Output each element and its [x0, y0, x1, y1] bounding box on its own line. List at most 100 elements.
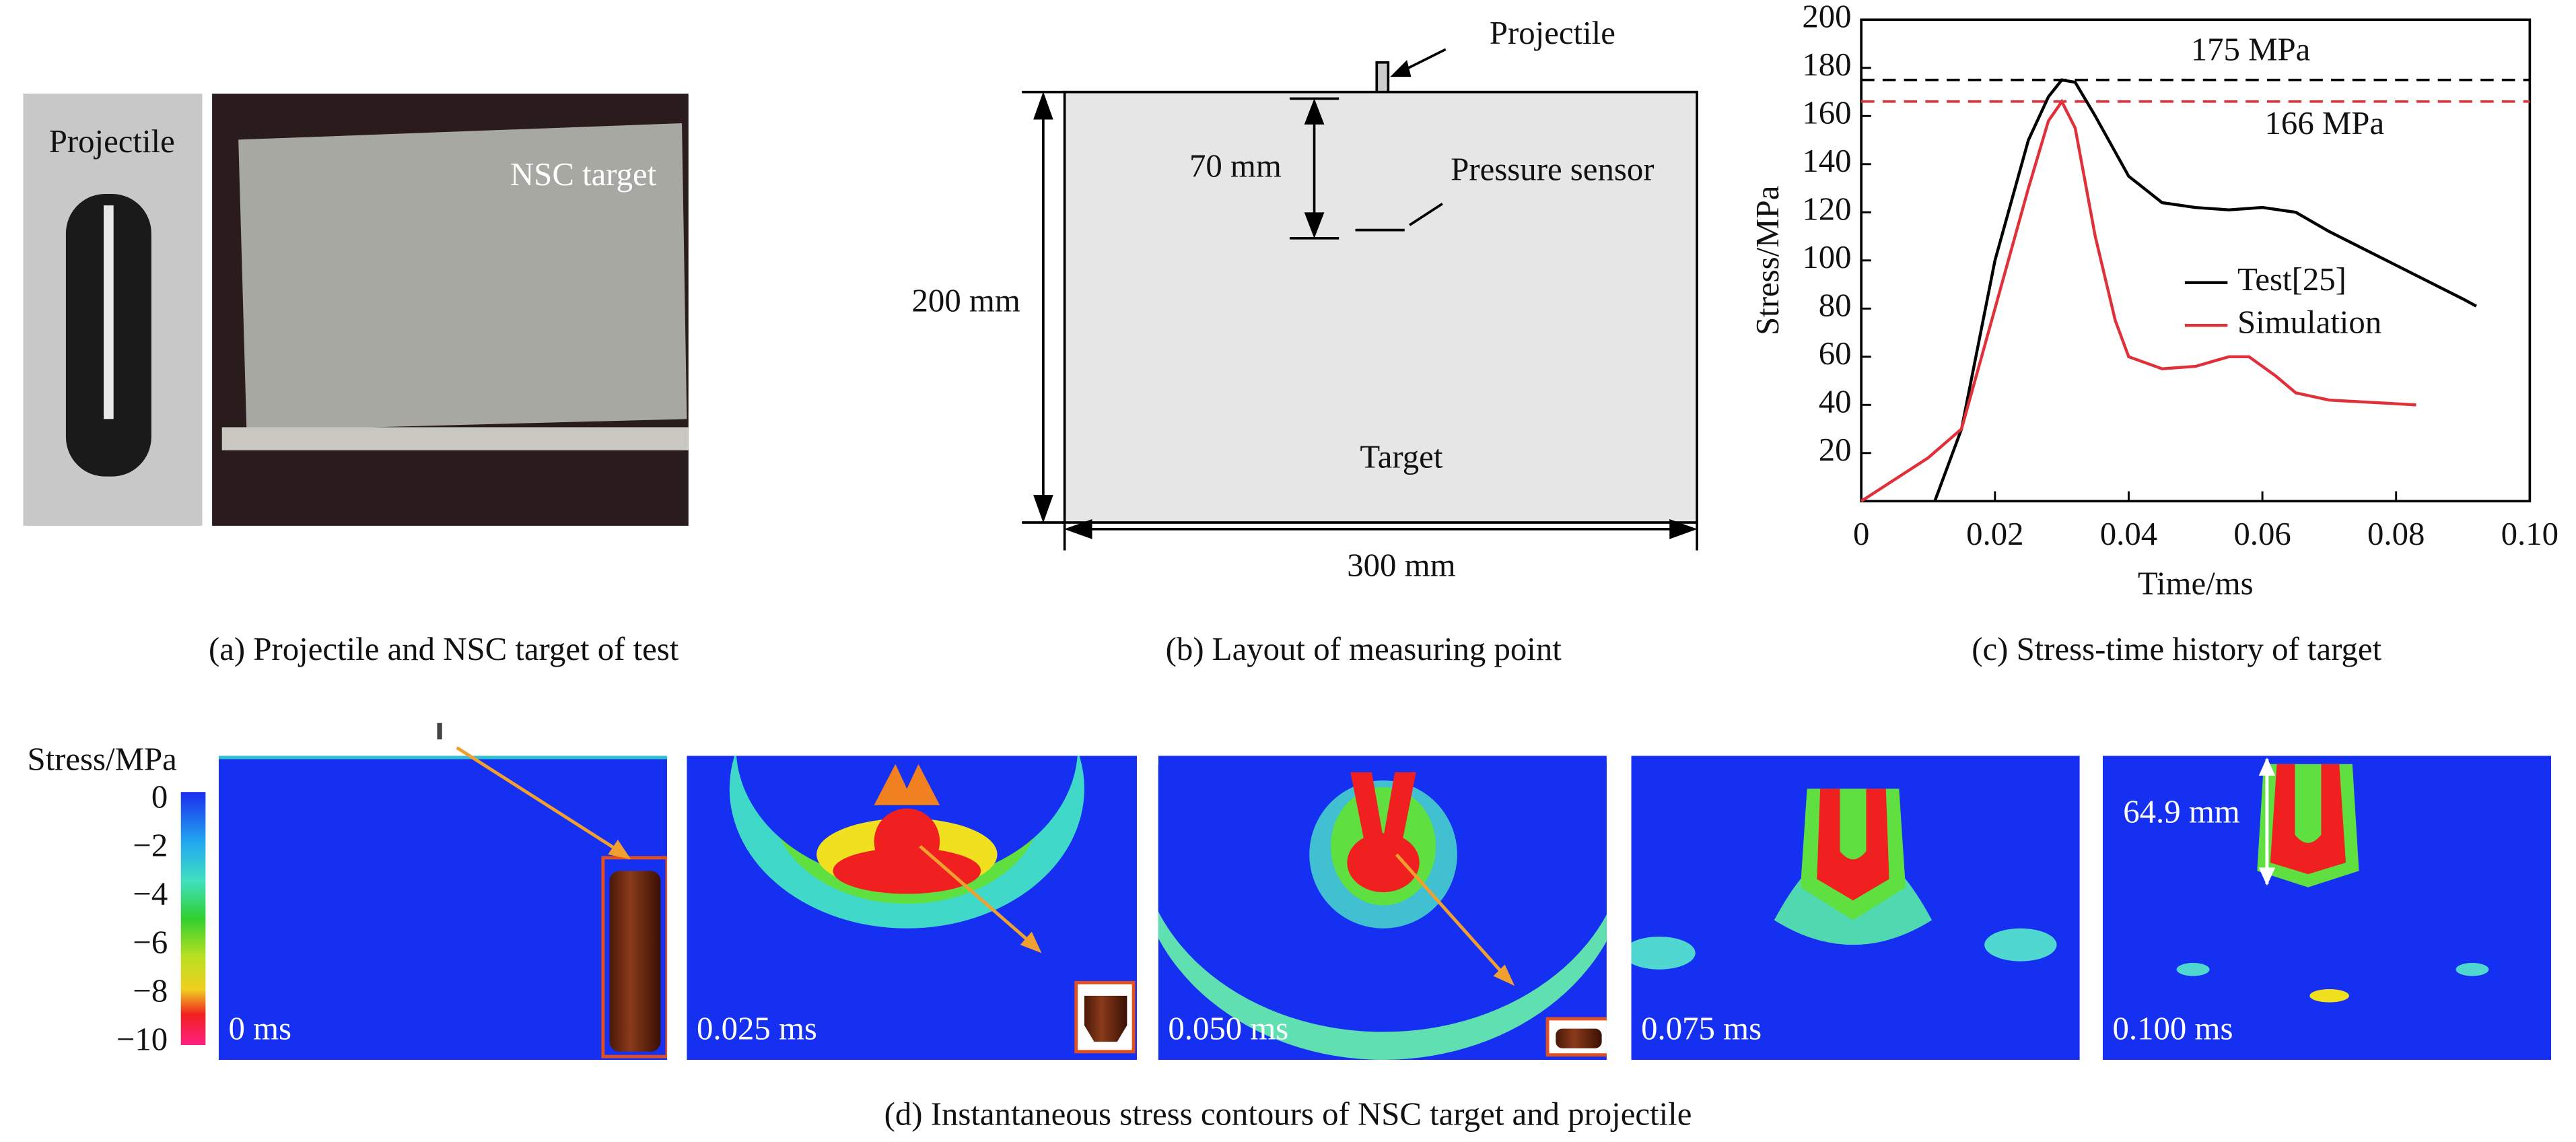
contour-frame: [1158, 755, 1607, 1060]
contour-core: [874, 764, 940, 805]
panel-b-labels: Projectile 70 mm Pressure sensor 200 mm …: [912, 15, 1655, 667]
legend-label: Simulation: [2237, 304, 2381, 340]
x-tick-label: 0: [1853, 516, 1869, 552]
y-tick-label: 60: [1819, 335, 1852, 372]
y-tick-label: 20: [1819, 432, 1852, 468]
x-tick-label: 0.10: [2501, 516, 2558, 552]
y-tick-label: 100: [1802, 239, 1851, 275]
x-tick-label: 0.04: [2100, 516, 2157, 552]
frame-labels: 0 ms 0.025 ms 0.050 ms 0.075 ms 0.100 ms: [229, 1011, 2233, 1047]
annotation: 64.9 mm: [2123, 794, 2240, 830]
frame-label: 0.075 ms: [1641, 1011, 1762, 1047]
photo-label: Projectile: [49, 123, 175, 160]
projectile-symbol: [1375, 61, 1390, 94]
y-tick-label: 40: [1819, 383, 1852, 419]
arrow-head: [1064, 518, 1092, 539]
contour-frame: [218, 755, 668, 1060]
arrow-head: [1669, 518, 1698, 539]
panel-d: Stress/MPa 0 −2 −4 −6 −8 −10: [27, 723, 2552, 1133]
panel-a: Projectile NSC target (a) Projectile and…: [23, 94, 689, 667]
colorbar-tick-label: −6: [133, 925, 168, 961]
contour-frame: [687, 755, 1137, 1060]
photo-label: NSC target: [510, 156, 657, 193]
ruler: [221, 427, 689, 450]
label: Target: [1360, 438, 1442, 475]
series-line: [1860, 98, 2416, 503]
y-tick-label: 140: [1802, 143, 1851, 179]
frame-label: 0 ms: [229, 1011, 292, 1047]
label: 300 mm: [1347, 547, 1455, 584]
projectile-inset: [609, 871, 661, 1052]
frame-label: 0.100 ms: [2113, 1011, 2233, 1047]
contour-spot: [2176, 963, 2210, 976]
contour-spot: [2309, 989, 2349, 1003]
projectile-inset: [1556, 1028, 1602, 1048]
panel-b: [1022, 48, 1698, 551]
projectile-inset: [1084, 995, 1127, 1042]
arrow-head: [608, 839, 631, 860]
inset-box: [601, 856, 668, 1059]
colorbar-tick-label: −10: [116, 1021, 168, 1058]
colorbar-tick-label: −8: [133, 973, 168, 1009]
label: Projectile: [1490, 15, 1615, 51]
arrow-head: [1390, 60, 1412, 77]
y-axis-label: Stress/MPa: [1749, 186, 1786, 335]
contour-frame: [1631, 755, 2080, 1060]
x-tick-label: 0.06: [2233, 516, 2291, 552]
y-tick-label: 120: [1802, 191, 1851, 227]
arrow-head: [1033, 495, 1053, 523]
label: 70 mm: [1189, 148, 1282, 184]
panel-c: 20 40 60 80 100 120 140 160 180 200 0 0.02 0.04 0.06 0…: [1749, 0, 2558, 667]
orange-arrow: [919, 844, 1037, 948]
reference-label: 166 MPa: [2265, 105, 2385, 141]
contour-spot: [2456, 963, 2489, 976]
contour-bg: [218, 755, 668, 1060]
projectile-symbol: [437, 723, 442, 740]
contour-frame: [2102, 755, 2552, 1060]
caption: (a) Projectile and NSC target of test: [209, 631, 679, 667]
contour-core: [874, 808, 940, 875]
caption: (b) Layout of measuring point: [1166, 631, 1562, 667]
colorbar-tick-label: 0: [151, 779, 168, 815]
target-slab: [238, 123, 687, 431]
arrow-head: [1304, 98, 1325, 125]
frame-label: 0.050 ms: [1168, 1011, 1288, 1047]
frame-label: 0.025 ms: [697, 1011, 817, 1047]
caption: (d) Instantaneous stress contours of NSC…: [884, 1096, 1692, 1133]
target-block: [1063, 90, 1698, 524]
arrow-head: [2258, 757, 2276, 776]
arrow-head: [1020, 931, 1042, 953]
legend-label: Test[25]: [2237, 261, 2346, 298]
colorbar-title: Stress/MPa: [27, 741, 176, 777]
contour-core: [1350, 772, 1416, 854]
caption: (c) Stress-time history of target: [1972, 631, 2381, 667]
x-tick-label: 0.08: [2367, 516, 2425, 552]
contour-core: [2270, 764, 2346, 875]
x-tick-label: 0.02: [1966, 516, 2023, 552]
projectile-highlight: [104, 205, 114, 419]
series-line: [1933, 78, 2477, 502]
contour-core: [1817, 788, 1889, 901]
colorbar: [180, 792, 206, 1046]
reference-label: 175 MPa: [2191, 31, 2311, 67]
arrow-head: [1033, 92, 1053, 120]
label: 200 mm: [912, 283, 1020, 319]
orange-arrow: [1395, 853, 1510, 981]
colorbar-tick-label: −4: [133, 876, 168, 912]
y-tick-label: 80: [1819, 287, 1852, 323]
arrow-head: [2258, 867, 2276, 886]
contour-spot: [1984, 928, 2057, 962]
colorbar-ticks: 0 −2 −4 −6 −8 −10: [116, 779, 168, 1058]
pointer: [1409, 203, 1443, 226]
contour-surface: [218, 755, 668, 760]
y-tick-label: 200: [1802, 0, 1851, 34]
label: Pressure sensor: [1451, 151, 1654, 187]
contour-core: [1347, 833, 1420, 893]
contour-spot: [1631, 936, 1696, 970]
arrow-head: [1304, 212, 1325, 239]
colorbar-tick-label: −2: [133, 828, 168, 864]
x-axis-label: Time/ms: [2138, 565, 2254, 601]
orange-arrow: [456, 746, 625, 856]
arrow-head: [1493, 964, 1515, 986]
